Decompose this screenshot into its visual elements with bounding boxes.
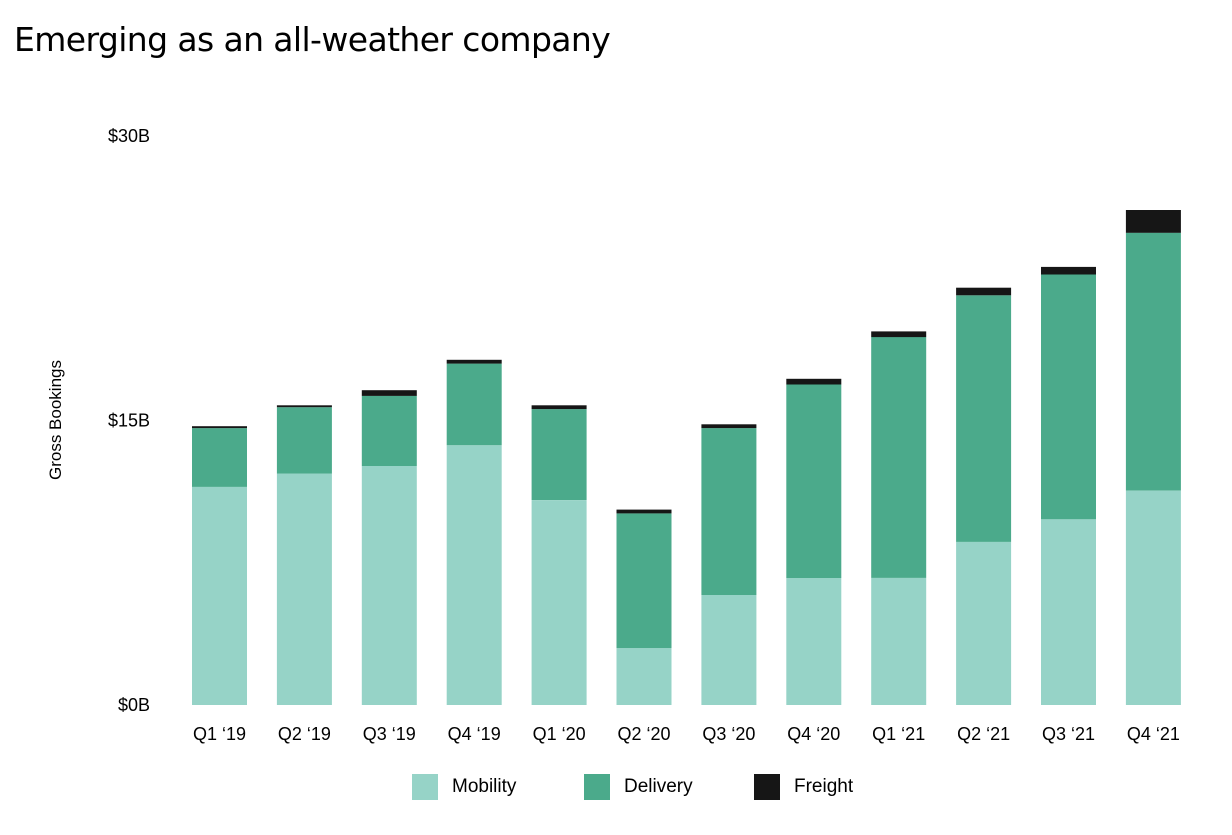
bar-segment-mobility [871, 577, 927, 705]
x-tick-label: Q2 ‘20 [617, 724, 670, 744]
x-tick-label: Q1 ‘19 [193, 724, 246, 744]
legend-item-freight: Freight [754, 772, 853, 802]
bar-segment-freight [361, 390, 417, 396]
bar-stack [616, 509, 672, 705]
bar-stack [956, 287, 1012, 705]
bar-segment-mobility [1041, 519, 1096, 705]
bar-stack [446, 359, 502, 705]
bar-stack [192, 426, 247, 705]
bar-segment-mobility [531, 500, 587, 705]
bar-segment-mobility [361, 466, 417, 705]
x-tick-label: Q1 ‘21 [872, 724, 925, 744]
bar-stack [871, 331, 927, 705]
bar-segment-mobility [1125, 490, 1181, 705]
bar-segment-freight [531, 405, 587, 410]
bar-segment-delivery [531, 409, 587, 501]
legend-item-delivery: Delivery [584, 772, 693, 802]
bar-stack [361, 390, 417, 705]
bar-segment-delivery [446, 363, 502, 446]
chart-title: Emerging as an all-weather company [14, 20, 611, 59]
x-tick-label: Q3 ‘19 [363, 724, 416, 744]
bar-segment-delivery [956, 295, 1012, 542]
bar-segment-mobility [786, 577, 842, 705]
y-tick-label: $0B [118, 695, 150, 715]
bar-segment-freight [276, 405, 332, 408]
x-tick-label: Q2 ‘21 [957, 724, 1010, 744]
y-tick-label: $15B [108, 411, 150, 431]
x-tick-label: Q4 ‘21 [1127, 724, 1180, 744]
bar-segment-delivery [701, 428, 757, 595]
legend-swatch-freight [754, 774, 780, 800]
bar-segment-mobility [956, 541, 1012, 705]
bar-segment-delivery [786, 384, 842, 578]
bar-segment-freight [871, 331, 927, 338]
bar-stack [701, 424, 757, 705]
bar-segment-freight [1041, 266, 1096, 275]
x-axis-ticks: Q1 ‘19 Q2 ‘19 Q3 ‘19 Q4 ‘19 Q1 ‘20 Q2 ‘20 Q3 ‘… [193, 724, 1180, 744]
bar-segment-freight [1125, 210, 1181, 233]
bar-segment-mobility [446, 445, 502, 705]
bar-stack [786, 378, 842, 705]
bar-segment-mobility [276, 473, 332, 705]
bar-stack [1125, 210, 1181, 705]
y-axis-ticks: $0B $15B $30B [108, 126, 150, 715]
bar-segment-delivery [192, 428, 247, 487]
bar-segment-mobility [616, 648, 672, 705]
bar-segment-freight [786, 378, 842, 385]
bar-segment-delivery [871, 337, 927, 578]
x-tick-label: Q1 ‘20 [533, 724, 586, 744]
legend: Mobility Delivery Freight [0, 772, 1232, 802]
y-tick-label: $30B [108, 126, 150, 146]
x-tick-label: Q3 ‘21 [1042, 724, 1095, 744]
bar-segment-freight [192, 426, 247, 429]
legend-label-mobility: Mobility [452, 776, 517, 797]
bar-stack [531, 405, 587, 705]
x-tick-label: Q3 ‘20 [702, 724, 755, 744]
bar-segment-freight [956, 287, 1012, 296]
bar-segment-mobility [701, 595, 757, 705]
bar-groups [192, 210, 1181, 705]
bar-segment-delivery [1041, 274, 1096, 520]
bar-segment-delivery [361, 395, 417, 466]
x-tick-label: Q2 ‘19 [278, 724, 331, 744]
legend-label-delivery: Delivery [624, 776, 693, 797]
bar-segment-mobility [192, 486, 247, 705]
bar-segment-delivery [276, 407, 332, 474]
bar-segment-freight [446, 359, 502, 364]
x-tick-label: Q4 ‘19 [448, 724, 501, 744]
legend-swatch-mobility [412, 774, 438, 800]
bar-stack [1041, 266, 1096, 705]
x-tick-label: Q4 ‘20 [787, 724, 840, 744]
legend-item-mobility: Mobility [412, 772, 516, 802]
legend-swatch-delivery [584, 774, 610, 800]
legend-label-freight: Freight [794, 776, 854, 797]
bar-segment-freight [616, 509, 672, 514]
bar-stack [276, 405, 332, 705]
bar-segment-delivery [616, 513, 672, 649]
bar-segment-delivery [1125, 232, 1181, 491]
bar-segment-freight [701, 424, 757, 429]
